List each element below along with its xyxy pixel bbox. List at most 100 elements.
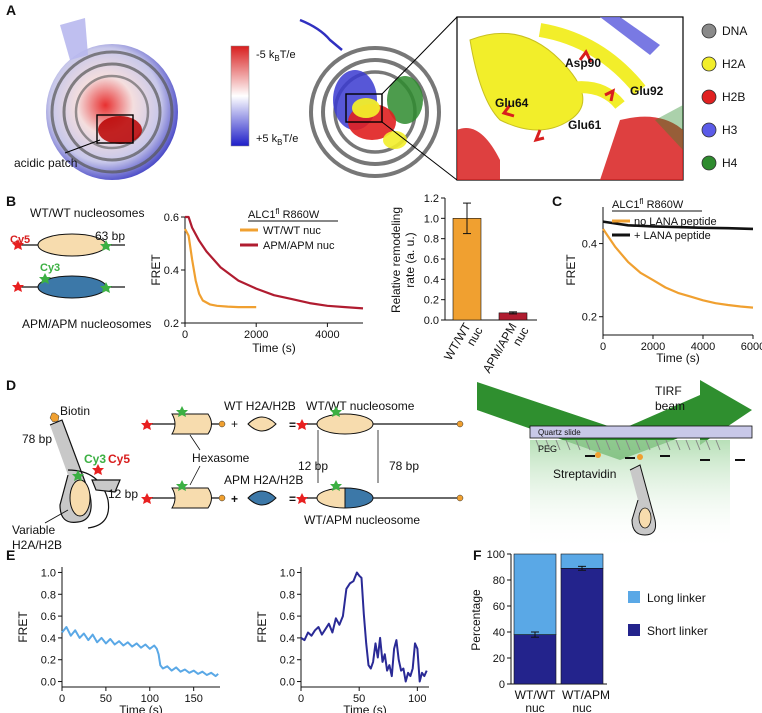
acidic-patch-box	[96, 114, 134, 144]
y-tick-label: 0.0	[280, 677, 295, 689]
legend-label-plus-lana: + LANA peptide	[634, 230, 711, 242]
scale-bottom-label: -5 k+5 kBT/e	[256, 133, 298, 147]
panel-label-c: C	[552, 193, 562, 209]
y-tick-label: 20	[493, 653, 505, 665]
title-main: ALC1	[612, 199, 640, 211]
y-tick-label: 0.8	[41, 589, 56, 601]
residue-glu61: Glu61	[568, 118, 602, 132]
panel-label-f: F	[473, 547, 482, 563]
x-tick-label: 150	[184, 693, 202, 705]
electrostatic-surface-structure	[46, 18, 178, 180]
chart-c-title: ALC1fl R860W	[612, 197, 684, 211]
chart-e-trace-1: 0 50 100 150 0.0 0.2 0.4 0.6 0.8 1.0 FRET Time (s)	[16, 567, 220, 713]
bar-short-1	[560, 567, 604, 685]
hexasome-pointer-2	[189, 465, 201, 486]
peg-label: PEG	[538, 444, 557, 454]
bp12-label: 12 bp	[108, 487, 138, 501]
y-tick-label: 0.6	[164, 212, 179, 224]
legend-label-apm: APM/APM nuc	[263, 240, 335, 252]
cy5-label-d: Cy5	[108, 452, 130, 466]
title-rest: R860W	[644, 199, 684, 211]
biotin-label: Biotin	[60, 404, 90, 418]
title-sup: fl	[640, 197, 644, 206]
legend-dna: DNA	[722, 24, 747, 38]
legend-h4: H4	[722, 156, 738, 170]
x-tick-label: 100	[408, 693, 426, 705]
y-tick-label: 0.6	[424, 254, 439, 266]
y-tick-label: 0.0	[41, 677, 56, 689]
x-axis-label: Time (s)	[252, 341, 296, 355]
y-tick-label: 0.4	[424, 274, 439, 286]
fret-trace	[61, 626, 219, 678]
streptavidin-label: Streptavidin	[553, 467, 616, 481]
legend-label-short: Short linker	[647, 624, 708, 638]
y-tick-label: 40	[493, 627, 505, 639]
apm-nucleosome-schematic	[12, 273, 125, 299]
legend-label-no-lana: no LANA peptide	[634, 216, 717, 228]
y-axis-label-2: rate (a. u.)	[403, 232, 417, 287]
apm-h2a-label: APM H2A/H2B	[224, 473, 303, 487]
tirf-setup-schematic	[477, 380, 753, 550]
y-tick-label: 0.4	[41, 633, 56, 645]
y-tick-label: 0.6	[41, 611, 56, 623]
quartz-slide-label: Quartz slide	[538, 428, 581, 437]
x-tick-label: 0	[59, 693, 65, 705]
y-tick-label: 1.0	[280, 567, 295, 579]
y-axis-label-1: Relative remodeling	[389, 207, 403, 313]
chart-b-remodeling-rate: 0.0 0.2 0.4 0.6 0.8 1.0 1.2 Relative remodeling…	[389, 193, 537, 375]
y-axis-label: FRET	[255, 611, 269, 643]
cy3-label-d: Cy3	[84, 452, 106, 466]
hexasome-pointer-1	[189, 434, 201, 451]
nucleosome-cartoon-structure	[299, 18, 441, 178]
wtwt-nucleosome-label: WT/WT nucleosome	[306, 399, 415, 413]
y-tick-label: 0.2	[280, 655, 295, 667]
wt-h2a-label: WT H2A/H2B	[224, 399, 296, 413]
legend-label-long: Long linker	[647, 591, 706, 605]
acidic-patch-pointer	[64, 139, 101, 154]
bp78-label: 78 bp	[22, 432, 52, 446]
x-axis-label: Time (s)	[343, 703, 387, 713]
wtwt-nucleosome-schematic	[296, 406, 464, 483]
wtapm-nucleosome-label: WT/APM nucleosome	[304, 513, 420, 527]
equals-sign-1: =	[289, 418, 296, 432]
legend-label-wt: WT/WT nuc	[263, 225, 321, 237]
y-axis-label: FRET	[16, 611, 30, 643]
title-main: ALC1	[248, 209, 276, 221]
y-tick-label: 1.2	[424, 193, 439, 205]
tirf-label-1: TIRF	[655, 384, 682, 398]
x-tick-label: 50	[100, 693, 112, 705]
y-tick-label: 0.8	[280, 589, 295, 601]
hexasome-label: Hexasome	[192, 451, 250, 465]
y-tick-label: 1.0	[41, 567, 56, 579]
tirf-label-2: beam	[655, 399, 685, 413]
x-tick-label: 0	[600, 341, 606, 353]
panel-label-e: E	[6, 547, 15, 563]
y-tick-label: 0.0	[424, 315, 439, 327]
category-label-1a: APM/APM	[480, 320, 520, 375]
apm-nucleosomes-label: APM/APM nucleosomes	[22, 317, 151, 331]
chart-b-title: ALC1fl R860W	[248, 207, 320, 221]
title-rest: R860W	[280, 209, 320, 221]
series-line-plus-lana	[602, 220, 754, 231]
y-tick-label: 0.6	[280, 611, 295, 623]
variable-pointer	[44, 509, 69, 524]
hexasome-apm-assembly	[141, 480, 277, 509]
category-label-0b: nuc	[525, 701, 544, 713]
panel-label-a: A	[6, 2, 16, 18]
bp78-linker-label: 78 bp	[389, 459, 419, 473]
wtapm-nucleosome-schematic	[296, 480, 464, 509]
variable-label-1: Variable	[12, 523, 55, 537]
bp63-label: 63 bp	[95, 229, 125, 243]
residue-asp90: Asp90	[565, 56, 601, 70]
x-tick-label: 2000	[244, 329, 268, 341]
x-tick-label: 4000	[315, 329, 339, 341]
bar-long-0	[513, 553, 557, 635]
x-axis-label: Time (s)	[656, 351, 700, 365]
dna-hairpin-schematic	[49, 412, 121, 529]
bp12-linker-label: 12 bp	[298, 459, 328, 473]
fret-trace	[300, 571, 428, 683]
cy5-label-b: Cy5	[10, 234, 30, 246]
y-axis-label: FRET	[564, 254, 578, 286]
